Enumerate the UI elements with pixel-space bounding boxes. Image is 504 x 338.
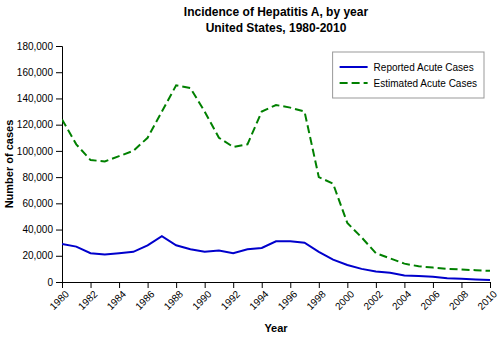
legend-label: Estimated Acute Cases (374, 78, 477, 89)
x-tick-label: 2010 (475, 288, 499, 312)
x-tick-label: 1996 (276, 288, 300, 312)
x-tick-label: 1986 (133, 288, 157, 312)
x-tick-mark (148, 282, 149, 288)
x-tick-label: 1992 (219, 288, 243, 312)
x-tick: 1990 (190, 282, 214, 312)
y-tick-mark (56, 72, 62, 73)
x-tick-mark (205, 282, 206, 288)
y-tick-label: 80,000 (22, 172, 53, 183)
y-tick-label: 20,000 (22, 250, 53, 261)
y-tick: 140,000 (17, 93, 62, 104)
x-tick: 1996 (276, 282, 300, 312)
y-tick-label: 120,000 (17, 119, 54, 130)
y-tick: 120,000 (17, 119, 62, 130)
x-tick-label: 1988 (162, 288, 186, 312)
y-tick: 60,000 (22, 198, 62, 209)
x-tick: 1988 (162, 282, 186, 312)
y-tick-mark (56, 125, 62, 126)
lines (62, 85, 490, 280)
x-tick: 1994 (247, 282, 271, 312)
x-tick-mark (347, 282, 348, 288)
x-tick: 1982 (76, 282, 100, 312)
y-tick-mark (56, 98, 62, 99)
y-tick-label: 0 (47, 277, 53, 288)
y-tick-label: 160,000 (17, 67, 54, 78)
title: Incidence of Hepatitis A, by year (184, 5, 369, 19)
x-axis-title: Year (264, 322, 288, 334)
y-tick-mark (56, 203, 62, 204)
x-tick: 2002 (361, 282, 385, 312)
x-tick-mark (404, 282, 405, 288)
x-axis-line (63, 283, 491, 289)
x-tick-label: 1998 (304, 288, 328, 312)
x-tick-mark (119, 282, 120, 288)
x-tick: 2010 (475, 282, 499, 312)
x-tick-label: 1980 (47, 288, 71, 312)
chart-container: 1980198219841986198819901992199419961998… (0, 0, 504, 338)
legend-box (333, 52, 484, 98)
x-axis: 1980198219841986198819901992199419961998… (47, 282, 499, 312)
x-tick-label: 2000 (333, 288, 357, 312)
y-tick: 20,000 (22, 250, 62, 261)
x-tick: 1992 (219, 282, 243, 312)
subtitle: United States, 1980-2010 (206, 21, 347, 35)
legend: Reported Acute Cases Estimated Acute Case… (333, 52, 484, 98)
legend-swatch (340, 82, 368, 84)
y-tick: 80,000 (22, 172, 62, 183)
y-tick-mark (56, 256, 62, 257)
series-line (62, 236, 490, 280)
y-tick: 160,000 (17, 67, 62, 78)
y-tick-label: 100,000 (17, 146, 54, 157)
x-tick-mark (461, 282, 462, 288)
plot-area: 1980198219841986198819901992199419961998… (17, 41, 499, 312)
x-tick-mark (319, 282, 320, 288)
y-tick-label: 60,000 (22, 198, 53, 209)
x-tick-label: 2008 (447, 288, 471, 312)
x-tick: 2000 (333, 282, 357, 312)
x-tick: 2006 (418, 282, 442, 312)
y-tick-mark (56, 46, 62, 47)
x-tick: 1984 (105, 282, 129, 312)
x-tick-mark (490, 282, 491, 288)
legend-label: Reported Acute Cases (374, 62, 474, 73)
x-tick-mark (433, 282, 434, 288)
y-tick: 0 (47, 277, 62, 288)
x-tick: 1986 (133, 282, 157, 312)
y-axis-title: Number of cases (3, 120, 15, 209)
y-tick-label: 140,000 (17, 93, 54, 104)
y-tick-mark (56, 151, 62, 152)
y-tick: 180,000 (17, 41, 62, 52)
x-tick-mark (91, 282, 92, 288)
x-tick-label: 2002 (361, 288, 385, 312)
x-tick-label: 1990 (190, 288, 214, 312)
x-tick-label: 2006 (418, 288, 442, 312)
x-tick-label: 1994 (247, 288, 271, 312)
y-tick: 100,000 (17, 146, 62, 157)
y-tick: 40,000 (22, 224, 62, 235)
y-tick-mark (56, 282, 62, 283)
chart-svg: 1980198219841986198819901992199419961998… (0, 0, 504, 338)
x-tick-label: 1982 (76, 288, 100, 312)
y-axis-line (56, 47, 63, 283)
x-tick: 2004 (390, 282, 414, 312)
x-tick-label: 2004 (390, 288, 414, 312)
x-tick: 1998 (304, 282, 328, 312)
legend-swatch (340, 66, 368, 68)
x-tick-mark (262, 282, 263, 288)
series-line (62, 85, 490, 271)
x-tick-mark (176, 282, 177, 288)
x-tick-mark (233, 282, 234, 288)
y-tick-mark (56, 177, 62, 178)
y-tick-mark (56, 230, 62, 231)
x-tick: 2008 (447, 282, 471, 312)
x-tick-mark (290, 282, 291, 288)
y-tick-label: 180,000 (17, 41, 54, 52)
y-tick-label: 40,000 (22, 224, 53, 235)
x-tick-mark (376, 282, 377, 288)
x-tick-label: 1984 (105, 288, 129, 312)
y-axis: 0 20,000 40,000 60,000 80,000 100,000 120,000 1… (17, 41, 63, 288)
